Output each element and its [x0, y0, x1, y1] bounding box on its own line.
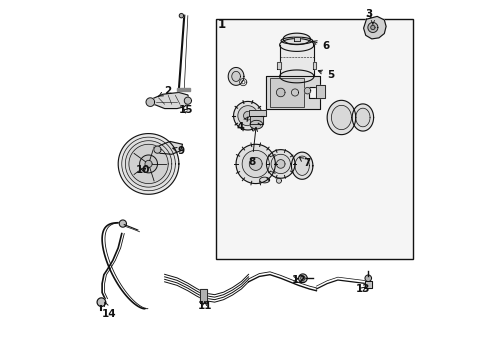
Polygon shape — [250, 120, 263, 129]
Bar — [217, 19, 413, 258]
Polygon shape — [238, 106, 258, 126]
Polygon shape — [356, 108, 370, 127]
Polygon shape — [97, 298, 106, 306]
Polygon shape — [146, 98, 155, 107]
Polygon shape — [242, 150, 270, 177]
Polygon shape — [304, 87, 311, 94]
Polygon shape — [240, 78, 247, 86]
Polygon shape — [364, 17, 386, 39]
Polygon shape — [280, 45, 314, 76]
Polygon shape — [228, 67, 244, 85]
Polygon shape — [298, 274, 307, 283]
Polygon shape — [292, 152, 313, 179]
Polygon shape — [148, 93, 190, 109]
Polygon shape — [200, 289, 207, 303]
Polygon shape — [331, 105, 351, 130]
Polygon shape — [249, 157, 262, 170]
Polygon shape — [232, 71, 241, 81]
Polygon shape — [140, 155, 157, 173]
Polygon shape — [327, 100, 356, 135]
Polygon shape — [365, 275, 371, 282]
Polygon shape — [244, 111, 252, 120]
Polygon shape — [242, 80, 245, 84]
Text: 8: 8 — [248, 127, 258, 167]
Bar — [270, 78, 304, 107]
Polygon shape — [371, 25, 375, 30]
Text: 9: 9 — [173, 146, 184, 156]
Polygon shape — [276, 178, 281, 183]
Polygon shape — [177, 88, 190, 91]
Text: 1: 1 — [218, 18, 226, 31]
Polygon shape — [260, 177, 270, 183]
Text: 13: 13 — [356, 284, 370, 294]
Polygon shape — [118, 134, 179, 194]
Polygon shape — [129, 144, 168, 184]
Polygon shape — [154, 146, 161, 153]
Polygon shape — [281, 37, 313, 44]
Polygon shape — [280, 39, 314, 51]
Polygon shape — [248, 111, 267, 116]
Polygon shape — [301, 276, 305, 280]
Polygon shape — [352, 104, 373, 131]
Text: 7: 7 — [299, 157, 311, 168]
Polygon shape — [292, 89, 298, 96]
Text: 4: 4 — [237, 117, 248, 132]
Polygon shape — [267, 150, 295, 178]
Text: 5: 5 — [318, 70, 334, 80]
Polygon shape — [295, 156, 309, 175]
Polygon shape — [179, 14, 184, 18]
Text: 12: 12 — [292, 275, 306, 285]
Polygon shape — [184, 97, 192, 104]
Text: 14: 14 — [102, 302, 117, 319]
Polygon shape — [368, 22, 378, 32]
Polygon shape — [267, 76, 320, 109]
Polygon shape — [277, 62, 281, 69]
Polygon shape — [234, 102, 262, 130]
Polygon shape — [283, 33, 310, 45]
Polygon shape — [276, 88, 285, 97]
Text: 6: 6 — [313, 41, 330, 51]
Polygon shape — [145, 160, 152, 167]
Polygon shape — [119, 220, 126, 227]
Polygon shape — [125, 141, 172, 187]
Polygon shape — [317, 85, 325, 98]
Polygon shape — [156, 141, 182, 154]
Polygon shape — [294, 37, 300, 41]
Text: 10: 10 — [136, 165, 150, 175]
Text: 11: 11 — [197, 301, 212, 311]
Text: 15: 15 — [179, 105, 194, 115]
Polygon shape — [271, 154, 291, 174]
Text: 3: 3 — [366, 9, 372, 19]
Polygon shape — [276, 159, 285, 168]
Polygon shape — [250, 116, 263, 123]
Polygon shape — [122, 137, 175, 191]
Text: 2: 2 — [159, 86, 171, 96]
Polygon shape — [280, 70, 314, 83]
Polygon shape — [365, 281, 372, 288]
Polygon shape — [313, 62, 317, 69]
Polygon shape — [236, 144, 275, 184]
